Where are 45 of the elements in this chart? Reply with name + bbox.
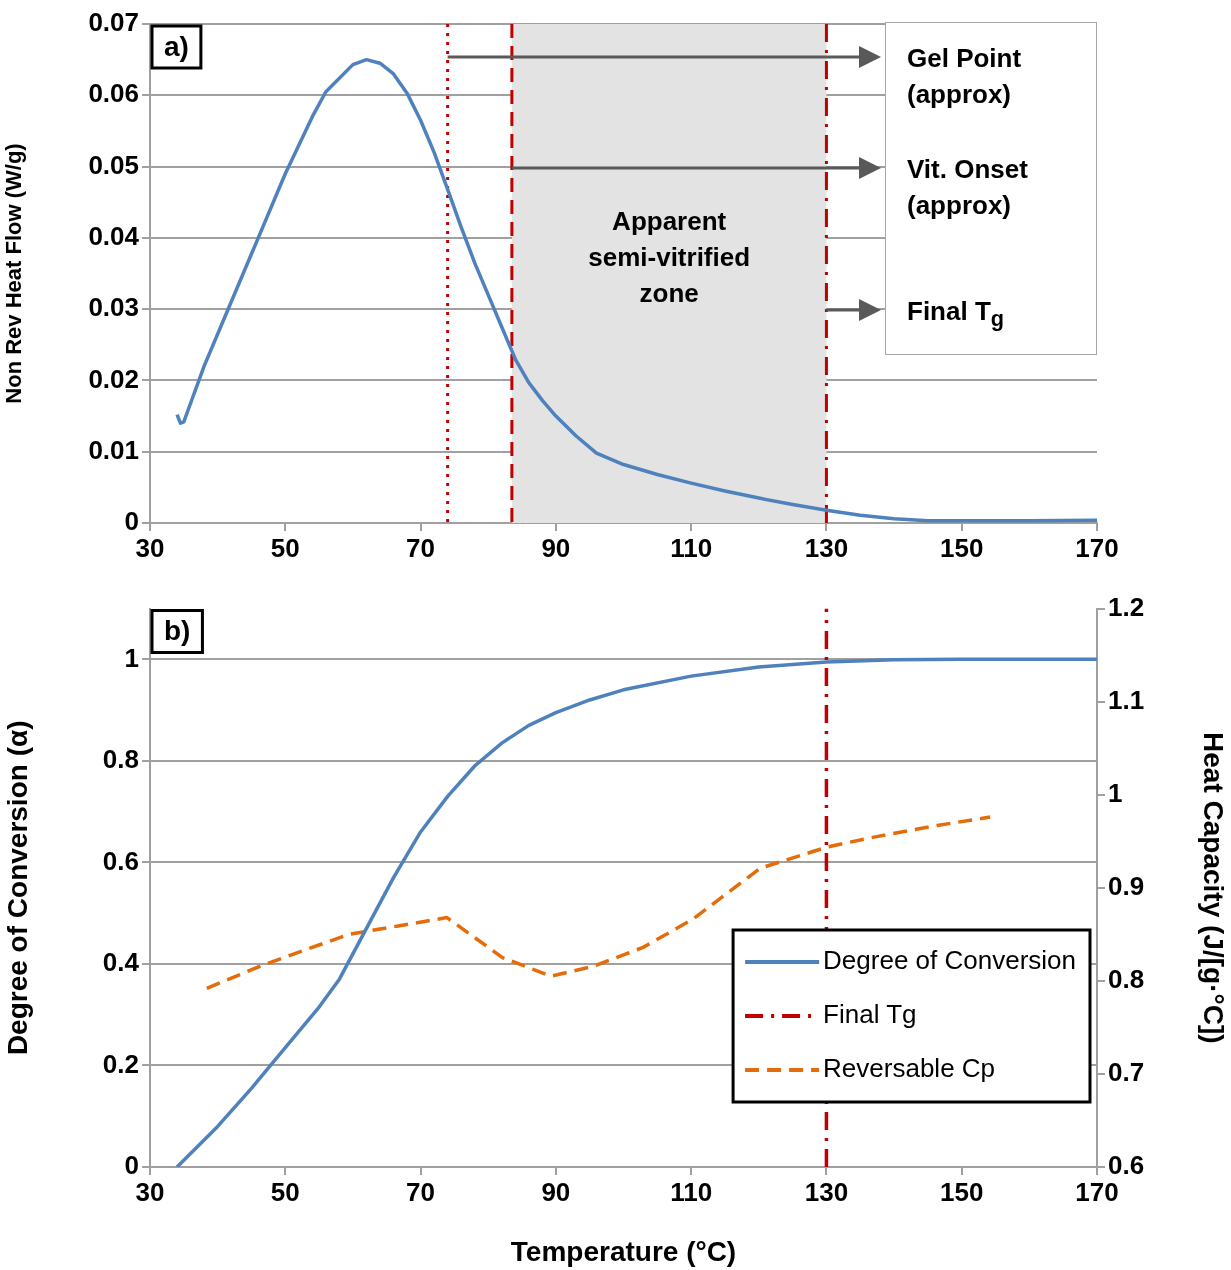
x-tick-label: 90 xyxy=(541,532,571,563)
annotation: Final T$_{g}$ xyxy=(907,295,1005,334)
y-tick-label: 0.6 xyxy=(102,845,139,876)
y-tick-label: 0.8 xyxy=(102,744,139,775)
x-tick-label: 70 xyxy=(406,1176,436,1207)
y2-axis-title: Heat Capacity (J/[g·°C]) xyxy=(1198,732,1230,1044)
x-tick-label: 130 xyxy=(804,1176,849,1207)
x-tick-label: 50 xyxy=(270,532,300,563)
legend-label: Degree of Conversion xyxy=(823,945,1077,976)
y2-tick-label: 1.2 xyxy=(1108,591,1145,622)
x-tick-label: 150 xyxy=(940,1176,984,1207)
annotation: a) xyxy=(164,30,189,62)
y2-tick-label: 1.1 xyxy=(1108,684,1145,715)
y-tick-label: 0.06 xyxy=(88,78,139,109)
annotation: b) xyxy=(164,615,191,647)
x-tick-label: 130 xyxy=(804,532,849,563)
y2-tick-label: 1 xyxy=(1108,777,1123,808)
y-tick-label: 0.05 xyxy=(88,149,139,180)
y-axis-title: Non Rev Heat Flow (W/g) xyxy=(1,143,27,404)
y-tick-label: 0.02 xyxy=(88,363,139,394)
x-tick-label: 150 xyxy=(940,532,984,563)
band-label: Apparent semi-vitrified zone xyxy=(588,205,751,308)
y-axis-title: Degree of Conversion (α) xyxy=(1,720,33,1056)
annotation: Vit. Onset (approx) xyxy=(907,153,1029,222)
x-tick-label: 50 xyxy=(270,1176,300,1207)
y-tick-label: 0.07 xyxy=(88,7,139,38)
y2-tick-label: 0.9 xyxy=(1108,870,1145,901)
annotation: Gel Point (approx) xyxy=(907,42,1023,111)
legend-label: Reversable Cp xyxy=(823,1053,996,1084)
legend-label: Final Tg xyxy=(823,999,917,1030)
y-tick-label: 0.03 xyxy=(88,292,139,323)
y-tick-label: 0.2 xyxy=(102,1048,139,1079)
note-box: Gel Point (approx) Vit. Onset (approx) Final T$_{g}$ xyxy=(885,22,1097,355)
x-tick-label: 110 xyxy=(670,1176,713,1207)
x-tick-label: 90 xyxy=(541,1176,571,1207)
x-tick-label: 70 xyxy=(406,532,436,563)
y-tick-label: 0.4 xyxy=(102,947,140,978)
x-tick-label: 110 xyxy=(670,532,713,563)
x-tick-label: 170 xyxy=(1075,532,1119,563)
y2-tick-label: 0.7 xyxy=(1108,1057,1145,1088)
y-tick-label: 0.04 xyxy=(88,221,140,252)
y2-tick-label: 0.8 xyxy=(1108,964,1145,995)
y-tick-label: 0.01 xyxy=(88,434,139,465)
y-tick-label: 1 xyxy=(124,642,139,673)
x-axis-title: Temperature (°C) xyxy=(510,1235,737,1267)
